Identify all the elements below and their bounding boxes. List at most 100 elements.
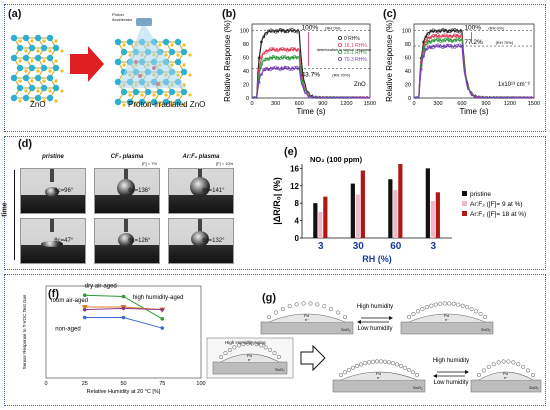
water-molecule: [420, 307, 425, 312]
water-molecule: [294, 302, 299, 307]
zn-atom: [132, 88, 140, 96]
panel-c-tag: (c): [383, 8, 397, 20]
contact-angle-value: θc=132°: [202, 238, 225, 245]
zn-atom: [22, 54, 30, 62]
photo-column-title: Ar:F₂ plasma: [182, 154, 220, 160]
data-point: [424, 47, 428, 51]
zn-atom: [180, 48, 188, 56]
zn-atom: [120, 48, 128, 56]
pd-label: Pd: [503, 371, 508, 376]
y-axis-label: Relative Response (%): [385, 20, 394, 102]
water-molecule: [394, 362, 400, 367]
x-tick-label: 300: [271, 101, 280, 107]
panel-d-time-label: time: [1, 202, 9, 217]
zn-atom: [156, 88, 164, 96]
o-atom: [188, 93, 192, 97]
electron-label: e⁻: [504, 376, 508, 380]
pd-label: Pd: [304, 313, 309, 318]
water-molecule: [382, 359, 388, 364]
data-point: [295, 55, 299, 59]
data-point: [458, 38, 462, 42]
data-point: [436, 30, 440, 34]
legend-swatch: [462, 191, 467, 196]
data-point: [446, 34, 450, 38]
o-atom: [42, 99, 46, 103]
data-point: [257, 80, 261, 84]
zn-atom: [46, 34, 54, 42]
o-atom: [42, 79, 46, 83]
zn-atom: [34, 54, 42, 62]
zn-atom: [162, 98, 170, 106]
data-point: [429, 36, 433, 40]
x-tick-label: 3: [430, 241, 436, 252]
data-point: [264, 32, 268, 36]
legend-entry: 70.3 RH%: [344, 57, 367, 63]
water-molecule: [254, 342, 259, 347]
y-tick-label: 8: [295, 199, 300, 208]
water-molecule: [338, 372, 344, 378]
grain: [478, 371, 534, 381]
data-point: [431, 39, 435, 43]
condition-label-bottom: Low humidity: [357, 326, 392, 332]
o-atom: [48, 89, 52, 93]
o-atom: [48, 69, 52, 73]
o-atom: [54, 99, 58, 103]
data-point: [427, 45, 430, 49]
zn-atom: [40, 44, 48, 52]
water-molecule: [469, 307, 474, 312]
water-molecule: [511, 360, 516, 365]
pd-label: Pd: [444, 313, 449, 318]
data-point: [278, 57, 282, 60]
zn-atom: [34, 34, 42, 42]
data-point: [441, 34, 445, 38]
data-point: [424, 41, 428, 45]
water-molecule: [386, 360, 392, 365]
water-molecule: [245, 341, 250, 346]
data-point: [419, 68, 423, 71]
data-point: [295, 49, 299, 52]
data-point: [293, 54, 296, 58]
water-molecule: [232, 345, 237, 350]
data-point: [271, 29, 275, 33]
water-molecule: [478, 311, 483, 317]
water-molecule: [486, 364, 491, 369]
water-molecule: [272, 351, 277, 356]
y-tick-label: 0: [295, 234, 300, 243]
o-atom: [60, 49, 64, 53]
data-point: [424, 39, 428, 42]
o-atom: [24, 49, 28, 53]
data-point: [274, 30, 278, 34]
zn-atom: [46, 74, 54, 82]
grain: [340, 371, 418, 381]
water-molecule: [374, 359, 380, 364]
o-atom: [36, 89, 40, 93]
bar: [393, 190, 398, 238]
zn-atom: [150, 98, 158, 106]
water-molecule: [433, 302, 438, 307]
data-point: [434, 33, 438, 37]
water-molecule: [506, 359, 511, 364]
zn-atom: [40, 64, 48, 72]
bar: [435, 192, 440, 238]
photo-column-subtitle: [F] = 10%: [216, 161, 234, 166]
water-molecule: [250, 341, 255, 346]
zn-atom: [174, 58, 182, 66]
y-tick-label: 20: [243, 83, 249, 89]
o-atom: [30, 39, 34, 43]
zn-atom: [16, 44, 24, 52]
o-atom: [122, 63, 126, 67]
contact-angle-photo: θc=136°: [94, 168, 160, 214]
data-point: [293, 66, 296, 70]
legend-entry: Ar:F₂ ([F]= 18 at %): [470, 211, 526, 218]
water-molecule: [287, 304, 292, 309]
water-molecule: [315, 302, 320, 307]
data-point: [286, 49, 289, 53]
zn-atom: [10, 74, 18, 82]
o-atom: [158, 43, 162, 47]
o-atom: [176, 53, 180, 57]
water-molecule: [322, 304, 327, 309]
o-atom: [176, 93, 180, 97]
data-point: [267, 49, 270, 53]
water-molecule: [329, 306, 334, 311]
data-point: [82, 307, 87, 312]
